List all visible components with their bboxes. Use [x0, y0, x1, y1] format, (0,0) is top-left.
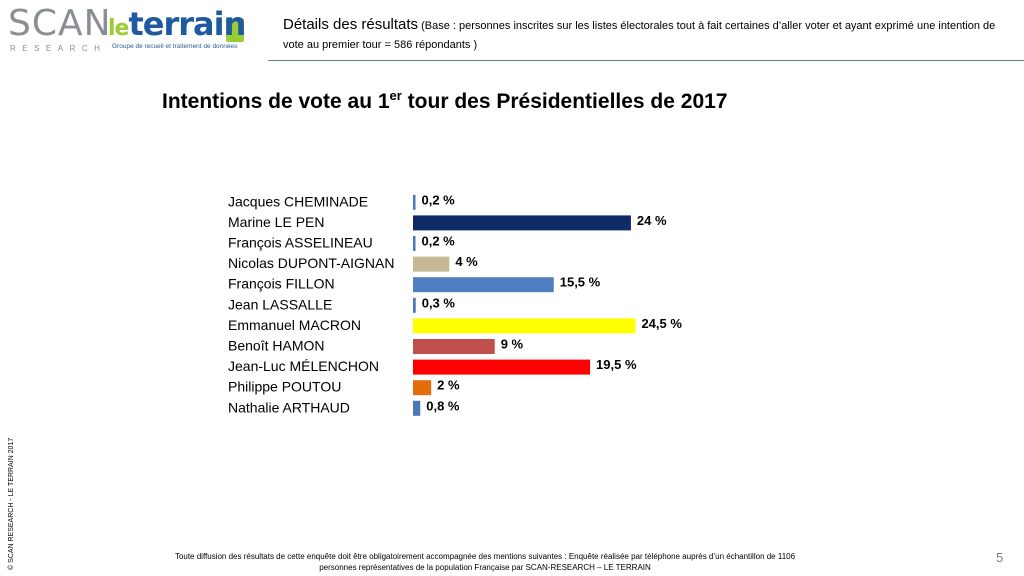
- le-terrain-logo: leterrain Groupe de recueil et traitemen…: [108, 5, 248, 54]
- data-label: 19,5 %: [596, 357, 637, 372]
- category-label: François ASSELINEAU: [228, 235, 373, 251]
- bar: [413, 256, 450, 272]
- category-label: Jacques CHEMINADE: [228, 193, 368, 209]
- bar: [413, 297, 416, 313]
- bar: [413, 236, 416, 251]
- data-label: 0,2 %: [422, 234, 456, 249]
- data-label: 0,3 %: [422, 295, 456, 310]
- header-text: Détails des résultats (Base : personnes …: [283, 15, 1003, 55]
- header-note: (Base : personnes inscrites sur les list…: [283, 20, 996, 51]
- bar: [413, 400, 421, 416]
- data-label: 24,5 %: [641, 316, 682, 331]
- category-label: Marine LE PEN: [228, 214, 324, 230]
- bar: [413, 359, 591, 375]
- chart-title-sup: er: [389, 88, 402, 103]
- bar: [413, 277, 554, 293]
- data-label: 0,2 %: [422, 192, 456, 207]
- category-label: Jean LASSALLE: [228, 296, 332, 312]
- scan-research-logo: SCAN RESEARCH: [8, 4, 111, 54]
- scan-logo-subtitle: RESEARCH: [10, 44, 107, 53]
- terrain-logo-tagline: Groupe de recueil et traitement de donné…: [112, 43, 238, 50]
- category-label: Nicolas DUPONT-AIGNAN: [228, 255, 394, 271]
- terrain-logo-word: leterrain: [108, 4, 246, 50]
- data-label: 24 %: [637, 213, 667, 228]
- bar: [413, 380, 432, 396]
- scan-logo-word: SCAN: [8, 3, 112, 44]
- terrain-logo-le: le: [108, 16, 129, 41]
- chart-title-prefix: Intentions de vote au 1: [162, 90, 390, 113]
- terrain-logo-accent: [226, 18, 244, 42]
- copyright-text: © SCAN RESEARCH - LE TERRAIN 2017: [8, 437, 15, 570]
- bar: [413, 339, 495, 354]
- category-label: Emmanuel MACRON: [228, 317, 361, 333]
- bar: [413, 194, 416, 210]
- category-label: Benoît HAMON: [228, 338, 324, 354]
- footer-line-1: Toute diffusion des résultats de cette e…: [174, 552, 796, 561]
- chart-title: Intentions de vote au 1er tour des Prési…: [162, 88, 728, 114]
- data-label: 15,5 %: [560, 275, 601, 290]
- terrain-logo-main: terrain: [128, 5, 246, 43]
- data-label: 4 %: [455, 254, 478, 269]
- footer-line-2: personnes représentatives de la populati…: [319, 563, 651, 572]
- page-number: 5: [996, 550, 1004, 565]
- header-title: Détails des résultats: [283, 16, 419, 33]
- data-label: 2 %: [437, 378, 460, 393]
- bar: [413, 318, 636, 334]
- category-label: Jean-Luc MÉLENCHON: [228, 358, 379, 374]
- data-label: 0,8 %: [426, 398, 460, 413]
- bar: [413, 215, 631, 231]
- header-divider: [268, 60, 1024, 61]
- category-label: François FILLON: [228, 276, 335, 292]
- footer-notice: Toute diffusion des résultats de cette e…: [100, 551, 870, 573]
- chart-title-suffix: tour des Présidentielles de 2017: [401, 90, 728, 113]
- data-label: 9 %: [501, 337, 524, 352]
- category-label: Philippe POUTOU: [228, 379, 341, 395]
- category-label: Nathalie ARTHAUD: [228, 399, 350, 415]
